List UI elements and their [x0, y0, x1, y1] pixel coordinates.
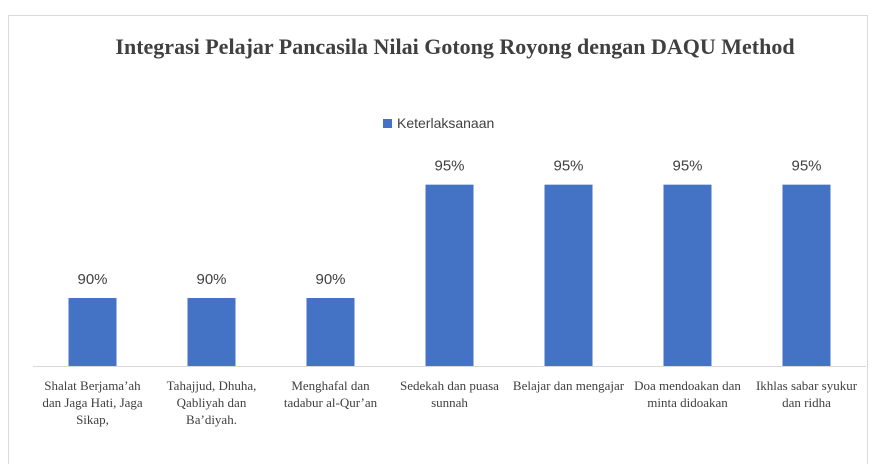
bar: [68, 298, 117, 366]
bar: [306, 298, 355, 366]
data-label: 90%: [315, 271, 345, 288]
bar: [782, 184, 831, 366]
x-tick-label: Ikhlas sabar syukur dan ridha: [755, 378, 858, 410]
x-tick-label: Tahajjud, Dhuha, Qabliyah dan Ba’diyah.: [166, 378, 257, 427]
bar: [544, 184, 593, 366]
x-tick-label: Belajar dan mengajar: [512, 378, 625, 393]
x-tick-label: Shalat Berjama’ah dan Jaga Hati, Jaga Si…: [42, 378, 143, 427]
data-label: 95%: [791, 158, 821, 175]
data-label: 95%: [434, 158, 464, 175]
legend-swatch: [383, 119, 392, 128]
x-tick-label: Doa mendoakan dan minta didoakan: [634, 378, 741, 410]
x-tick-label: Sedekah dan puasa sunnah: [400, 378, 499, 410]
chart-frame: [8, 15, 868, 464]
data-label: 95%: [553, 158, 583, 175]
data-label: 90%: [77, 271, 107, 288]
data-label: 95%: [672, 158, 702, 175]
x-tick-label: Menghafal dan tadabur al-Qur’an: [283, 378, 378, 410]
bar: [187, 298, 236, 366]
data-label: 90%: [196, 271, 226, 288]
bar: [425, 184, 474, 366]
legend-label: Keterlaksanaan: [397, 115, 494, 131]
chart-title: Integrasi Pelajar Pancasila Nilai Gotong…: [115, 34, 795, 59]
bar: [663, 184, 712, 366]
